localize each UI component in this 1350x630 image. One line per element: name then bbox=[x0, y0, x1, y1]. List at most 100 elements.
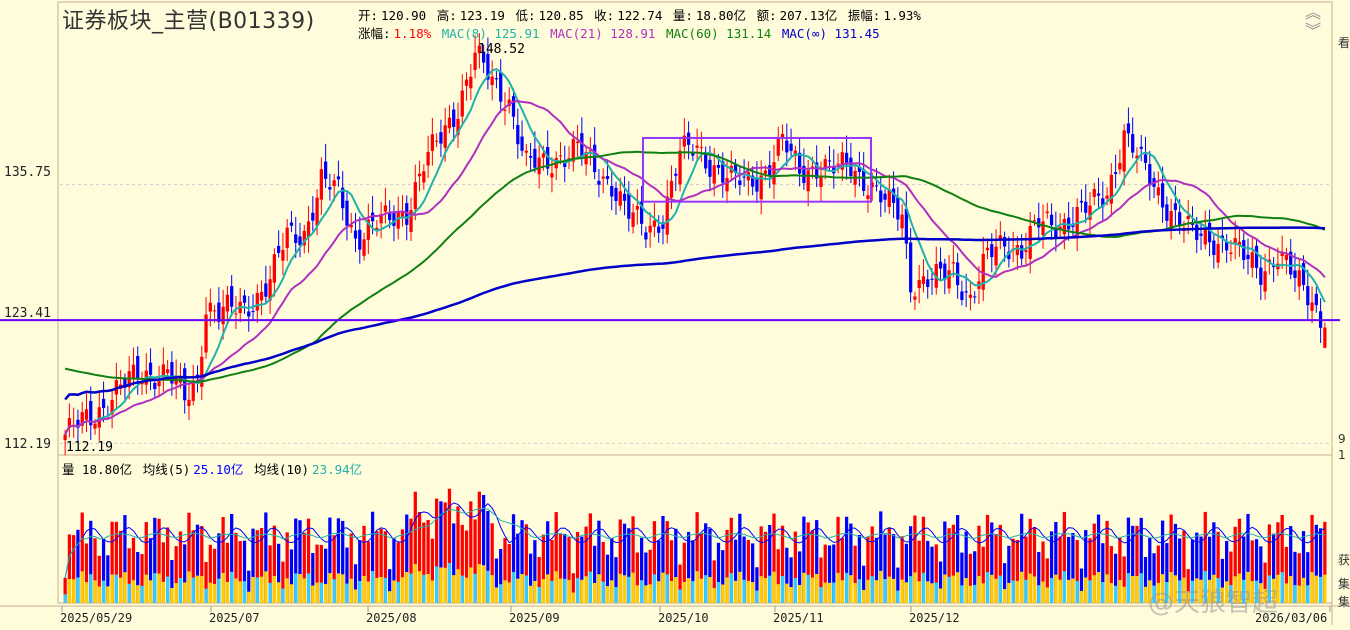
candle-body bbox=[755, 178, 759, 192]
volume-sub-bar bbox=[853, 582, 857, 603]
volume-bar bbox=[1131, 525, 1135, 603]
scroll-down-icon[interactable]: ︾ bbox=[1304, 21, 1321, 40]
volume-bar bbox=[1092, 523, 1096, 603]
volume-bar bbox=[379, 528, 383, 603]
volume-sub-bar bbox=[208, 582, 212, 603]
volume-bar bbox=[1195, 532, 1199, 603]
candle-body bbox=[212, 310, 217, 312]
volume-bar bbox=[674, 528, 678, 603]
candle-body bbox=[136, 356, 140, 380]
volume-bar bbox=[610, 538, 614, 603]
candle-body bbox=[827, 160, 832, 162]
volume-bar bbox=[212, 548, 217, 603]
volume-bar bbox=[575, 532, 580, 603]
candle-body bbox=[1015, 245, 1020, 256]
volume-sub-bar bbox=[661, 572, 665, 603]
volume-bar bbox=[708, 528, 712, 603]
volume-sub-bar bbox=[751, 582, 755, 603]
volume-sub-bar bbox=[302, 578, 306, 603]
volume-bar bbox=[951, 524, 955, 603]
volume-sub-bar bbox=[1135, 576, 1139, 603]
volume-bar bbox=[1015, 539, 1020, 603]
volume-bar bbox=[1314, 524, 1318, 603]
volume-sub-bar bbox=[806, 574, 810, 603]
candle-body bbox=[815, 162, 819, 179]
candle-body bbox=[763, 170, 768, 174]
volume-sub-bar bbox=[584, 576, 588, 603]
volume-bar bbox=[1263, 562, 1267, 603]
candle-body bbox=[968, 294, 973, 298]
mac21-line bbox=[64, 100, 1326, 435]
volume-bar bbox=[1071, 532, 1075, 603]
volume-sub-bar bbox=[80, 571, 84, 603]
candle-body bbox=[1284, 254, 1289, 261]
candle-body bbox=[336, 176, 341, 180]
volume-sub-bar bbox=[251, 576, 255, 603]
volume-sub-bar bbox=[746, 580, 751, 603]
volume-bar bbox=[746, 539, 751, 603]
candle-body bbox=[1049, 214, 1054, 226]
scroll-up-icon[interactable]: ︽ bbox=[1304, 3, 1321, 22]
volume-sub-bar bbox=[593, 582, 597, 603]
candle-body bbox=[1139, 146, 1143, 149]
high-label: 高: bbox=[436, 8, 457, 23]
candle-body bbox=[537, 157, 541, 175]
candle-body bbox=[191, 381, 195, 401]
ma-header: 涨幅: 1.18% MAC(8) 125.91 MAC(21) 128.91 MA… bbox=[358, 23, 883, 42]
candle-body bbox=[345, 200, 349, 226]
volume-bar bbox=[857, 534, 862, 603]
volume-sub-bar bbox=[499, 584, 503, 603]
volume-sub-bar bbox=[1289, 576, 1293, 603]
candle-body bbox=[417, 173, 422, 177]
candle-body bbox=[1002, 237, 1007, 247]
candle-body bbox=[153, 382, 157, 390]
volume-sub-bar bbox=[1225, 581, 1229, 603]
volume-bar bbox=[473, 519, 477, 603]
mac60-line bbox=[64, 150, 1326, 383]
volume-sub-bar bbox=[1178, 580, 1182, 603]
volume-bar bbox=[738, 513, 742, 603]
volume-sub-bar bbox=[844, 572, 849, 603]
volume-bar bbox=[1105, 520, 1109, 603]
volume-sub-bar bbox=[1169, 572, 1173, 603]
candle-body bbox=[1246, 254, 1250, 260]
volume-sub-bar bbox=[930, 583, 934, 603]
candle-body bbox=[405, 203, 409, 225]
vol-ma5-line bbox=[64, 502, 1326, 579]
volume-sub-bar bbox=[409, 573, 413, 603]
volume-bar bbox=[1165, 543, 1169, 603]
volume-bar bbox=[614, 557, 618, 603]
volume-sub-bar bbox=[819, 587, 823, 603]
candle-body bbox=[947, 270, 951, 289]
candle-body bbox=[255, 293, 259, 311]
candle-body bbox=[302, 230, 306, 246]
volume-bar bbox=[887, 527, 891, 603]
volume-sub-bar bbox=[605, 586, 610, 603]
candle-body bbox=[353, 230, 358, 239]
volume-bar bbox=[1276, 522, 1280, 603]
candle-body bbox=[400, 211, 405, 217]
candle-body bbox=[593, 144, 597, 173]
candle-body bbox=[571, 139, 575, 162]
volume-sub-bar bbox=[1049, 577, 1054, 603]
volume-bar bbox=[93, 538, 97, 603]
volume-bar bbox=[597, 520, 601, 603]
volume-sub-bar bbox=[136, 585, 140, 603]
candle-body bbox=[943, 263, 947, 280]
candle-body bbox=[234, 313, 238, 315]
candle-body bbox=[439, 132, 443, 144]
candle-body bbox=[789, 143, 793, 151]
candle-body bbox=[1229, 252, 1233, 255]
volume-sub-bar bbox=[887, 576, 891, 603]
candle-body bbox=[67, 418, 72, 428]
candle-body bbox=[541, 153, 546, 158]
volume-sub-bar bbox=[383, 577, 388, 603]
volume-bar bbox=[1246, 513, 1250, 603]
volume-sub-bar bbox=[101, 580, 106, 603]
volume-bar bbox=[1058, 536, 1062, 603]
candle-body bbox=[481, 51, 486, 63]
volume-sub-bar bbox=[212, 584, 217, 603]
candle-body bbox=[691, 152, 695, 156]
candle-body bbox=[836, 163, 840, 165]
